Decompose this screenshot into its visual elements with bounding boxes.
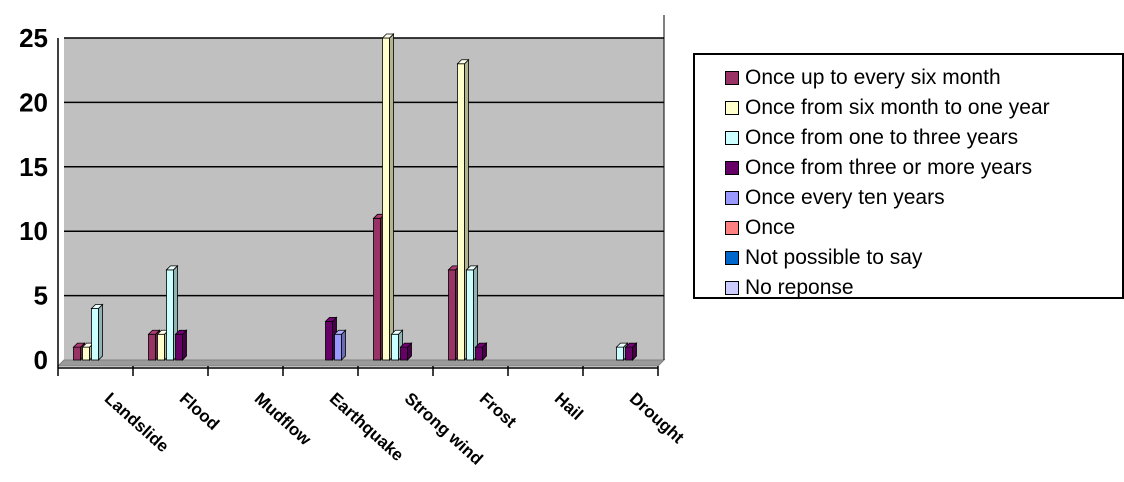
y-tick-label: 10 [19,216,48,246]
x-tick-label: Earthquake [326,389,408,465]
bar-front [91,308,99,361]
bar-top [324,316,338,322]
bar [381,33,395,361]
bar [90,303,104,361]
bar-side [182,329,187,361]
plot-area [56,15,666,369]
bars [72,33,638,361]
bar-front [82,346,90,361]
y-tick-label: 0 [34,345,48,375]
legend-swatch [725,221,739,235]
bar-front [448,269,456,361]
bar-front [400,346,408,361]
bar-front [391,333,399,361]
legend-label: Once from one to three years [745,126,1019,149]
x-tick-label: Drought [626,389,688,448]
y-tick-label: 15 [19,152,48,182]
legend-swatch [725,161,739,175]
bar-top [615,342,629,348]
legend-label: Once from six month to one year [745,96,1050,119]
bar-front [166,269,174,361]
y-tick-label: 20 [19,87,48,117]
x-tick-label: Landslide [101,389,173,456]
bar-front [616,346,624,361]
bar-front [373,217,381,361]
bar-side [341,329,346,361]
bar-front [334,333,342,361]
bar-front [73,346,81,361]
bar-front [625,346,633,361]
legend-swatch [725,101,739,115]
bar-top [474,342,488,348]
bar-top [72,342,86,348]
legend-label: Not possible to say [745,246,923,269]
x-tick-label: Strong wind [401,389,487,469]
legend-swatch [725,281,739,295]
bar-front [157,333,165,361]
legend-swatch [725,251,739,265]
bar [333,329,347,361]
bar-front [457,63,465,361]
x-tick-label: Mudflow [251,389,316,450]
bar-front [466,269,474,361]
bar-top [456,59,470,65]
x-tick-label: Frost [476,389,521,432]
bar-front [148,333,156,361]
plot-floor [56,359,666,367]
legend-item: Not possible to say [725,243,1122,273]
bar-top [90,304,104,309]
legend-label: Once up to every six month [745,66,1001,89]
bar-top [165,265,179,271]
legend-label: No reponse [745,276,854,299]
bar [624,342,638,361]
bar-top [399,342,413,348]
bar-front [325,320,333,361]
x-tick-label: Flood [176,389,223,434]
legend-label: Once [745,216,796,239]
bar-top [465,265,479,271]
y-tick-label: 5 [34,281,48,311]
bar-top [174,329,188,335]
bar [474,342,488,361]
legend-item: Once from six month to one year [725,93,1122,123]
legend-swatch [725,71,739,85]
y-axis-ticks: 0 5 10 15 20 25 [19,23,48,375]
bar-top [390,329,404,335]
bar [174,329,188,361]
bar-front [175,333,183,361]
bar-top [333,329,347,335]
legend-item: Once from three or more years [725,153,1122,183]
legend-item: Once [725,213,1122,243]
bar-top [381,33,395,39]
plot-background [64,38,664,360]
legend-item: Once from one to three years [725,123,1122,153]
legend-label: Once every ten years [745,186,945,209]
legend-swatch [725,191,739,205]
bar-top [147,329,161,335]
bar-side [389,33,394,361]
x-tick-label: Hail [551,389,587,424]
bar [465,264,479,361]
bar-front [382,37,390,361]
bar-front [475,346,483,361]
legend-item: No reponse [725,273,1122,303]
bar [399,342,413,361]
legend: Once up to every six month Once from six… [693,53,1124,299]
bar-top [624,342,638,348]
legend-label: Once from three or more years [745,156,1033,179]
bar-side [98,303,103,361]
legend-item: Once up to every six month [725,63,1122,93]
legend-item: Once every ten years [725,183,1122,213]
y-tick-label: 25 [19,23,48,53]
legend-swatch [725,131,739,145]
